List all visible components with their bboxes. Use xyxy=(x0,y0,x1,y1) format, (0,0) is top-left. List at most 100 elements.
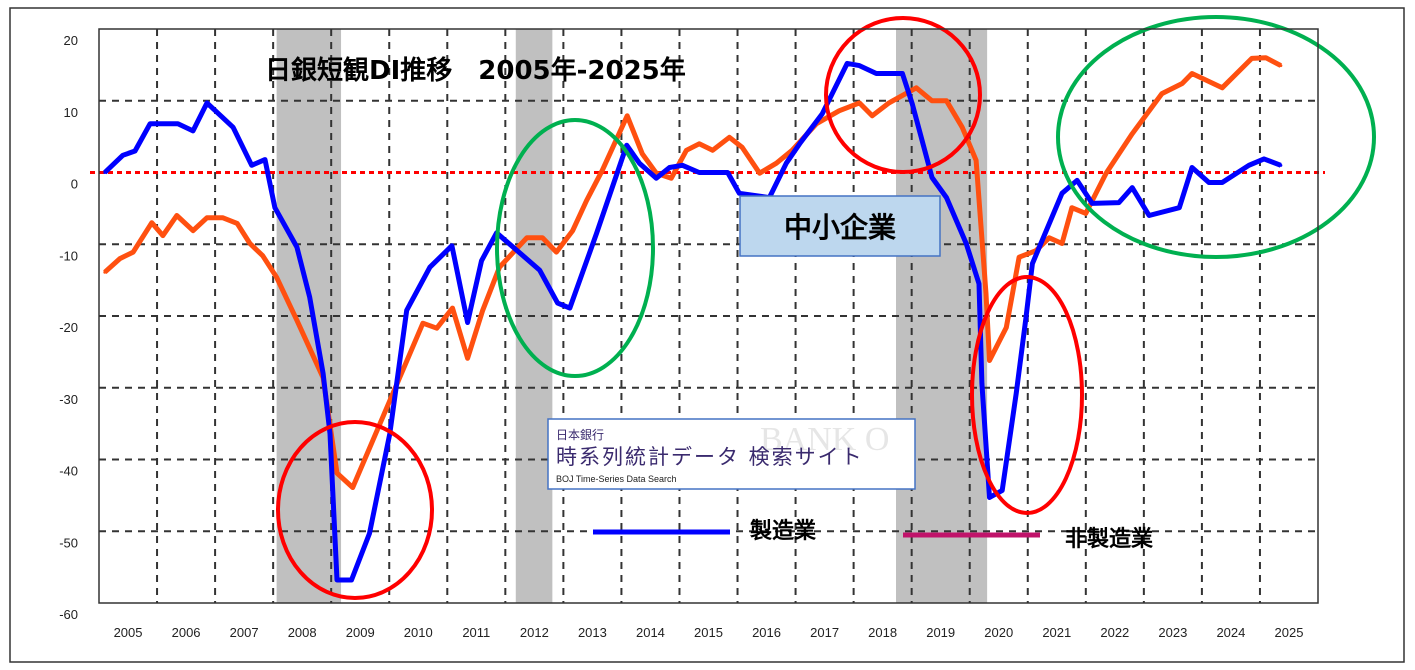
data-point xyxy=(175,214,179,218)
data-point xyxy=(273,206,277,210)
data-point xyxy=(977,282,981,286)
data-point xyxy=(405,308,409,312)
data-point xyxy=(774,161,778,165)
sme-label-box: 中小企業 xyxy=(739,195,941,257)
data-point xyxy=(1190,165,1194,169)
series-line-非製造業 xyxy=(103,55,1282,490)
data-point xyxy=(910,102,914,106)
x-tick-label: 2022 xyxy=(1100,625,1129,640)
y-tick-label: -20 xyxy=(59,320,78,335)
x-tick-label: 2005 xyxy=(114,625,143,640)
data-point xyxy=(874,71,878,75)
y-tick-label: -40 xyxy=(59,464,78,479)
data-point xyxy=(231,125,235,129)
data-point xyxy=(727,135,731,139)
red-ellipse-2009 xyxy=(276,420,434,600)
data-point xyxy=(118,257,122,261)
boj-logo: BANK O 日本銀行 時系列統計データ 検索サイト BOJ Time-Seri… xyxy=(547,418,916,490)
x-tick-label: 2017 xyxy=(810,625,839,640)
data-point xyxy=(820,112,824,116)
data-point xyxy=(191,229,195,233)
data-point xyxy=(161,234,165,238)
legend: 製造業 非製造業 xyxy=(593,518,1154,552)
data-point xyxy=(1207,181,1211,185)
y-tick-label: 0 xyxy=(71,177,78,192)
data-point xyxy=(308,295,312,299)
data-point xyxy=(798,142,802,146)
x-tick-label: 2015 xyxy=(694,625,723,640)
x-tick-label: 2010 xyxy=(404,625,433,640)
data-point xyxy=(568,306,572,310)
data-point xyxy=(1147,214,1151,218)
data-point xyxy=(1264,56,1268,60)
x-tick-label: 2012 xyxy=(520,625,549,640)
series-line-製造業 xyxy=(103,60,1282,583)
data-point xyxy=(984,292,988,296)
data-point xyxy=(594,231,598,235)
x-tick-label: 2021 xyxy=(1042,625,1071,640)
x-tick-label: 2013 xyxy=(578,625,607,640)
data-point xyxy=(368,531,372,535)
data-point xyxy=(964,242,968,246)
data-point xyxy=(250,163,254,167)
data-point xyxy=(121,153,125,157)
data-point xyxy=(1000,488,1004,492)
data-point xyxy=(944,196,948,200)
y-tick-label: -10 xyxy=(59,248,78,263)
data-point xyxy=(726,171,730,174)
data-point xyxy=(987,358,991,362)
data-point xyxy=(737,191,741,195)
data-point xyxy=(261,254,265,258)
data-point xyxy=(295,318,299,322)
data-point xyxy=(980,381,984,385)
data-point xyxy=(388,399,392,403)
data-point xyxy=(1247,163,1251,167)
data-point xyxy=(335,578,339,582)
data-point xyxy=(1084,211,1088,215)
data-point xyxy=(148,122,152,126)
data-point xyxy=(1075,178,1079,182)
data-point xyxy=(1250,56,1254,60)
green-ellipse-2023 xyxy=(1056,15,1376,259)
x-tick-label: 2011 xyxy=(462,625,490,640)
y-tick-label: -30 xyxy=(59,392,78,407)
x-tick-label: 2016 xyxy=(752,625,781,640)
data-point xyxy=(221,216,225,220)
data-point xyxy=(191,129,195,133)
plot-frame xyxy=(98,28,1319,604)
data-point xyxy=(1160,92,1164,96)
x-tick-label: 2023 xyxy=(1158,625,1187,640)
data-point xyxy=(351,485,355,489)
x-tick-label: 2014 xyxy=(636,625,665,640)
data-point xyxy=(668,165,672,169)
data-point xyxy=(1180,82,1184,86)
data-point xyxy=(845,61,849,65)
series-lines xyxy=(103,55,1283,583)
data-point xyxy=(103,171,107,174)
data-point xyxy=(740,145,744,149)
data-point xyxy=(481,308,485,312)
data-point xyxy=(428,265,432,269)
data-point xyxy=(554,250,558,254)
data-point xyxy=(669,176,673,180)
data-point xyxy=(571,229,575,233)
data-point xyxy=(1044,229,1048,233)
data-point xyxy=(1117,201,1121,205)
data-point xyxy=(1262,157,1266,161)
x-tick-label: 2020 xyxy=(984,625,1013,640)
data-point xyxy=(600,168,604,172)
logo-watermark: BANK O xyxy=(760,421,889,458)
x-tick-label: 2018 xyxy=(868,625,897,640)
x-tick-label: 2024 xyxy=(1216,625,1245,640)
data-point xyxy=(335,471,339,475)
data-point xyxy=(205,101,209,105)
data-point xyxy=(684,148,688,152)
data-point xyxy=(585,198,589,202)
data-point xyxy=(133,149,137,153)
data-point xyxy=(784,161,788,165)
data-point xyxy=(451,306,455,310)
data-point xyxy=(960,125,964,129)
data-point xyxy=(944,99,948,103)
data-point xyxy=(235,221,239,225)
x-tick-label: 2009 xyxy=(346,625,375,640)
